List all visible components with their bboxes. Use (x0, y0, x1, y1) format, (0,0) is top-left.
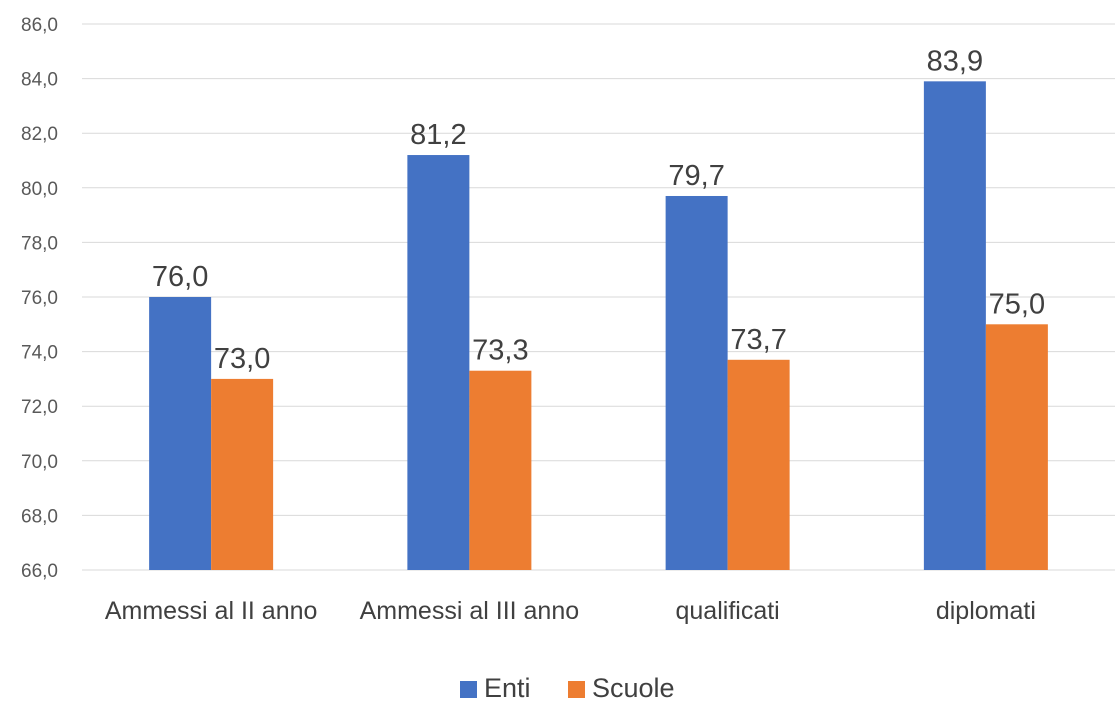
x-category-label: qualificati (676, 597, 780, 625)
y-tick-label: 76,0 (21, 288, 58, 309)
bars (149, 81, 1048, 571)
bar-scuole (211, 378, 274, 570)
data-label-scuole: 73,3 (472, 335, 528, 367)
y-tick-label: 72,0 (21, 397, 58, 418)
data-label-enti: 83,9 (927, 45, 983, 77)
y-tick-label: 74,0 (21, 343, 58, 364)
data-label-enti: 76,0 (152, 261, 208, 293)
data-label-scuole: 73,7 (730, 324, 786, 356)
bar-scuole (727, 359, 790, 570)
y-tick-label: 80,0 (21, 179, 58, 200)
bar-enti (665, 195, 728, 571)
y-tick-label: 82,0 (21, 124, 58, 145)
bar-enti (149, 297, 212, 570)
legend: Enti Scuole (460, 673, 675, 703)
x-category-label: Ammessi al II anno (105, 597, 318, 625)
x-category-label: diplomati (936, 597, 1036, 625)
y-tick-label: 68,0 (21, 506, 58, 527)
y-tick-label: 70,0 (21, 452, 58, 473)
bar-scuole (469, 370, 532, 570)
data-label-enti: 81,2 (410, 119, 466, 151)
y-axis-tick-labels: 66,0 68,0 70,0 72,0 74,0 76,0 78,0 80,0 82,0 84,0… (21, 15, 58, 582)
bar-enti (407, 155, 470, 571)
x-category-label: Ammessi al III anno (360, 597, 580, 625)
data-labels: 76,0 73,0 81,2 73,3 79,7 73,7 83,9 75,0 (152, 45, 1045, 375)
legend-swatch-enti (460, 681, 477, 698)
data-label-enti: 79,7 (668, 160, 724, 192)
y-tick-label: 66,0 (21, 561, 58, 582)
legend-swatch-scuole (568, 681, 585, 698)
data-label-scuole: 75,0 (989, 288, 1045, 320)
y-tick-label: 86,0 (21, 15, 58, 36)
y-tick-label: 84,0 (21, 70, 58, 91)
x-axis-category-labels: Ammessi al II anno Ammessi al III anno qua… (105, 597, 1036, 625)
legend-label-scuole: Scuole (592, 673, 675, 703)
y-tick-label: 78,0 (21, 233, 58, 254)
bar-scuole (985, 324, 1048, 570)
bar-enti (923, 81, 986, 570)
legend-label-enti: Enti (484, 673, 531, 703)
data-label-scuole: 73,0 (214, 343, 270, 375)
